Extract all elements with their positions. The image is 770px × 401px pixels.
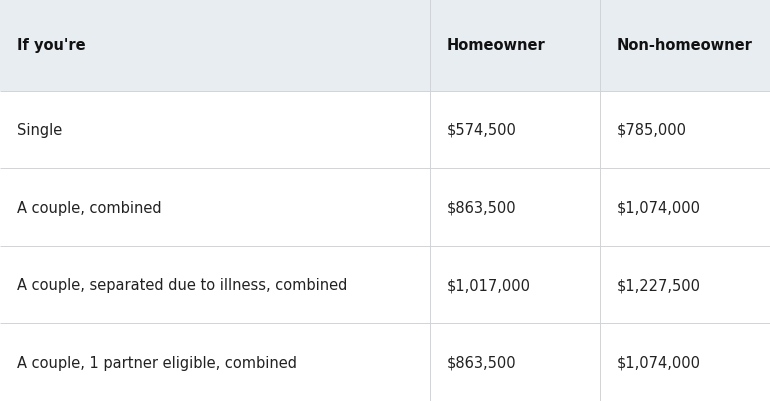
Text: $1,074,000: $1,074,000 (617, 355, 701, 370)
Text: If you're: If you're (17, 38, 85, 53)
Bar (600, 0, 770, 91)
Text: $785,000: $785,000 (617, 123, 687, 138)
Bar (600, 324, 770, 401)
Bar (430, 246, 600, 324)
Bar (430, 324, 600, 401)
Text: $863,500: $863,500 (447, 355, 516, 370)
Bar (0, 324, 430, 401)
Text: Non-homeowner: Non-homeowner (617, 38, 752, 53)
Bar (430, 0, 600, 91)
Text: $1,074,000: $1,074,000 (617, 200, 701, 215)
Bar (0, 246, 430, 324)
Bar (430, 91, 600, 169)
Text: A couple, separated due to illness, combined: A couple, separated due to illness, comb… (17, 277, 347, 292)
Bar (0, 91, 430, 169)
Text: Homeowner: Homeowner (447, 38, 545, 53)
Text: A couple, 1 partner eligible, combined: A couple, 1 partner eligible, combined (17, 355, 297, 370)
Bar (430, 169, 600, 246)
Bar (0, 0, 430, 91)
Text: $574,500: $574,500 (447, 123, 517, 138)
Text: Single: Single (17, 123, 62, 138)
Text: $863,500: $863,500 (447, 200, 516, 215)
Bar (600, 169, 770, 246)
Bar (600, 246, 770, 324)
Bar (0, 169, 430, 246)
Text: A couple, combined: A couple, combined (17, 200, 162, 215)
Bar (600, 91, 770, 169)
Text: $1,017,000: $1,017,000 (447, 277, 531, 292)
Text: $1,227,500: $1,227,500 (617, 277, 701, 292)
